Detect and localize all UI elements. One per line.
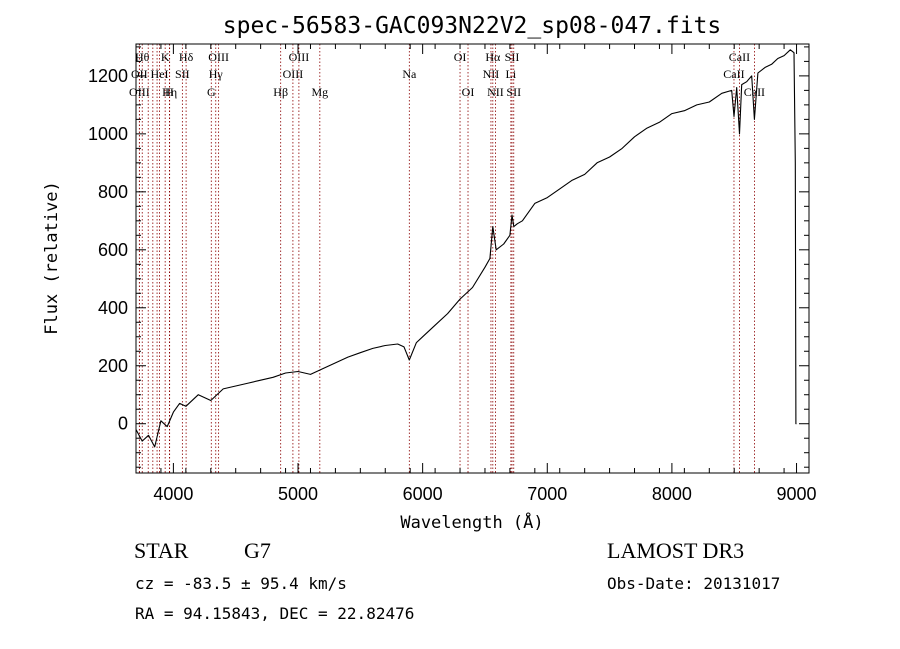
x-axis-label: Wavelength (Å) — [400, 511, 543, 533]
x-tick-label-7000: 7000 — [527, 484, 567, 504]
y-tick-label-0: 0 — [118, 414, 128, 434]
line-marker-label-27: SII — [506, 85, 521, 99]
line-marker-label-17: OIII — [289, 50, 310, 64]
y-tick-label-200: 200 — [98, 356, 128, 376]
line-marker-label-8: Hη — [162, 85, 177, 99]
y-tick-label-1000: 1000 — [88, 124, 128, 144]
line-marker-label-30: CaII — [744, 85, 765, 99]
y-axis-label: Flux (relative) — [42, 181, 62, 335]
x-tick-label-4000: 4000 — [153, 484, 193, 504]
line-marker-label-6: HeI — [151, 67, 169, 81]
y-tick-label-600: 600 — [98, 240, 128, 260]
line-markers: HθOIIOIIIHeIKHηHSIIHδGHγOIIIHβOIIIOIIIMg… — [129, 44, 765, 473]
line-marker-label-13: Hγ — [209, 67, 224, 81]
x-tick-label-6000: 6000 — [403, 484, 443, 504]
x-tick-label-8000: 8000 — [652, 484, 692, 504]
line-marker-label-22: NII — [483, 67, 500, 81]
line-marker-label-10: SII — [175, 67, 190, 81]
object-class: STAR — [134, 538, 189, 563]
y-tick-label-400: 400 — [98, 298, 128, 318]
y-tick-label-1200: 1200 — [88, 66, 128, 86]
series-flux — [135, 49, 797, 448]
line-marker-label-29: CaII — [729, 50, 750, 64]
line-marker-label-16: OIII — [283, 67, 304, 81]
line-marker-label-9: H — [165, 85, 174, 99]
line-marker-label-0: Hθ — [135, 50, 150, 64]
line-marker-label-7: K — [161, 50, 170, 64]
x-tick-label-9000: 9000 — [777, 484, 817, 504]
spectrum-series — [135, 49, 797, 448]
line-marker-label-2: OIII — [129, 85, 150, 99]
line-marker-label-28: CaII — [723, 67, 744, 81]
chart-title: spec-56583-GAC093N22V2_sp08-047.fits — [223, 13, 722, 39]
line-marker-label-23: Hα — [485, 50, 501, 64]
coordinates: RA = 94.15843, DEC = 22.82476 — [135, 604, 415, 623]
line-marker-label-26: SII — [505, 50, 520, 64]
observation-date: Obs-Date: 20131017 — [607, 574, 781, 593]
line-marker-label-1: OII — [131, 67, 148, 81]
x-tick-label-5000: 5000 — [278, 484, 318, 504]
line-marker-label-19: Na — [402, 67, 417, 81]
redshift-velocity: cz = -83.5 ± 95.4 km/s — [135, 574, 347, 593]
line-marker-label-21: OI — [462, 85, 475, 99]
line-marker-label-25: Li — [506, 67, 517, 81]
survey-name: LAMOST DR3 — [607, 538, 745, 563]
line-marker-label-11: Hδ — [179, 50, 194, 64]
axes: 4000 5000 6000 7000 8000 9000 0 200 400 600 800 100… — [88, 44, 817, 504]
line-marker-label-18: Mg — [311, 85, 328, 99]
line-marker-label-24: NII — [487, 85, 504, 99]
line-marker-label-15: Hβ — [273, 85, 288, 99]
line-marker-label-20: OI — [454, 50, 467, 64]
line-marker-label-14: OIII — [208, 50, 229, 64]
y-tick-label-800: 800 — [98, 182, 128, 202]
plot-frame — [135, 43, 810, 474]
object-subclass: G7 — [244, 538, 271, 563]
line-marker-label-12: G — [207, 85, 216, 99]
